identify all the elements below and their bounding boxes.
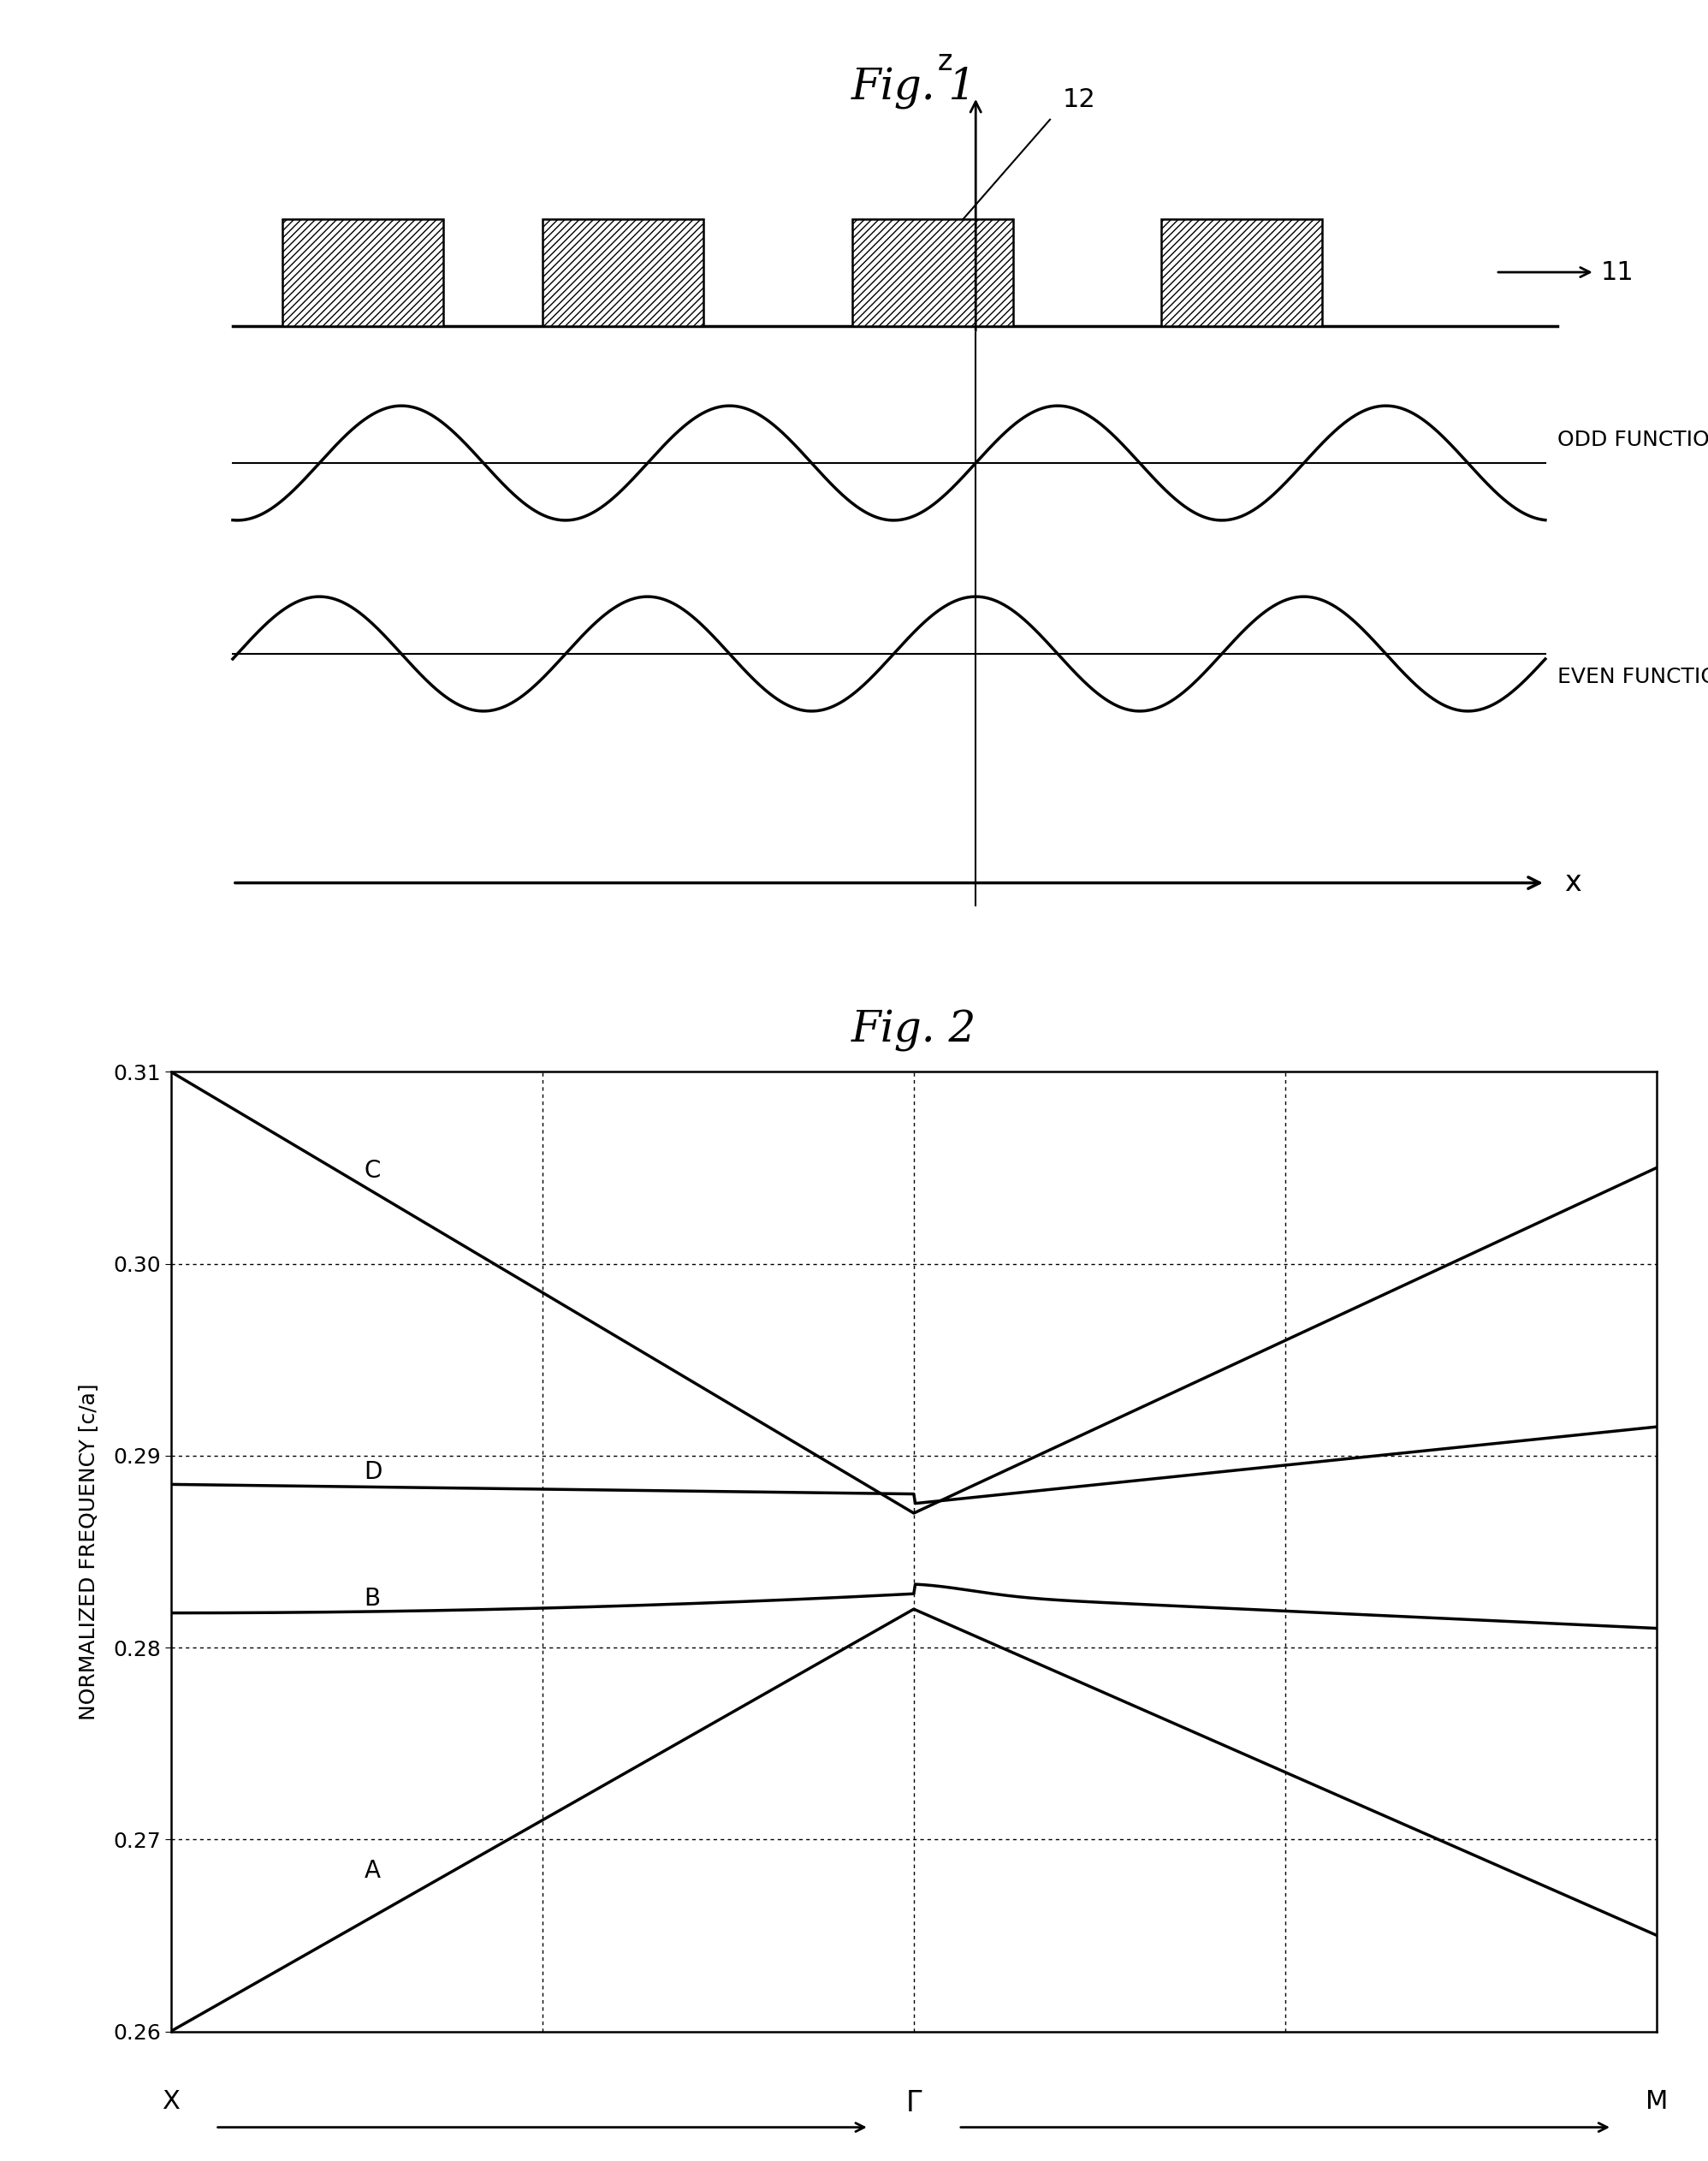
Text: Fig. 1: Fig. 1 <box>851 67 977 108</box>
Bar <box>1161 218 1322 326</box>
Text: A: A <box>364 1858 381 1882</box>
Text: X: X <box>162 2090 179 2113</box>
Text: D: D <box>364 1461 383 1485</box>
Text: EVEN FUNCTION: EVEN FUNCTION <box>1558 666 1708 687</box>
Text: Γ: Γ <box>905 2090 922 2118</box>
Bar <box>282 218 442 326</box>
Text: z: z <box>938 48 951 76</box>
Text: ODD FUNCTION: ODD FUNCTION <box>1558 430 1708 449</box>
Text: x: x <box>1565 869 1582 897</box>
Text: B: B <box>364 1586 381 1610</box>
Text: 11: 11 <box>1600 259 1635 285</box>
Bar <box>852 218 1013 326</box>
Text: 12: 12 <box>1062 86 1095 112</box>
Text: M: M <box>1645 2090 1669 2113</box>
Y-axis label: NORMALIZED FREQUENCY [c/a]: NORMALIZED FREQUENCY [c/a] <box>79 1383 99 1720</box>
Title: Fig. 2: Fig. 2 <box>851 1009 977 1052</box>
Bar <box>543 218 704 326</box>
Text: C: C <box>364 1158 381 1182</box>
